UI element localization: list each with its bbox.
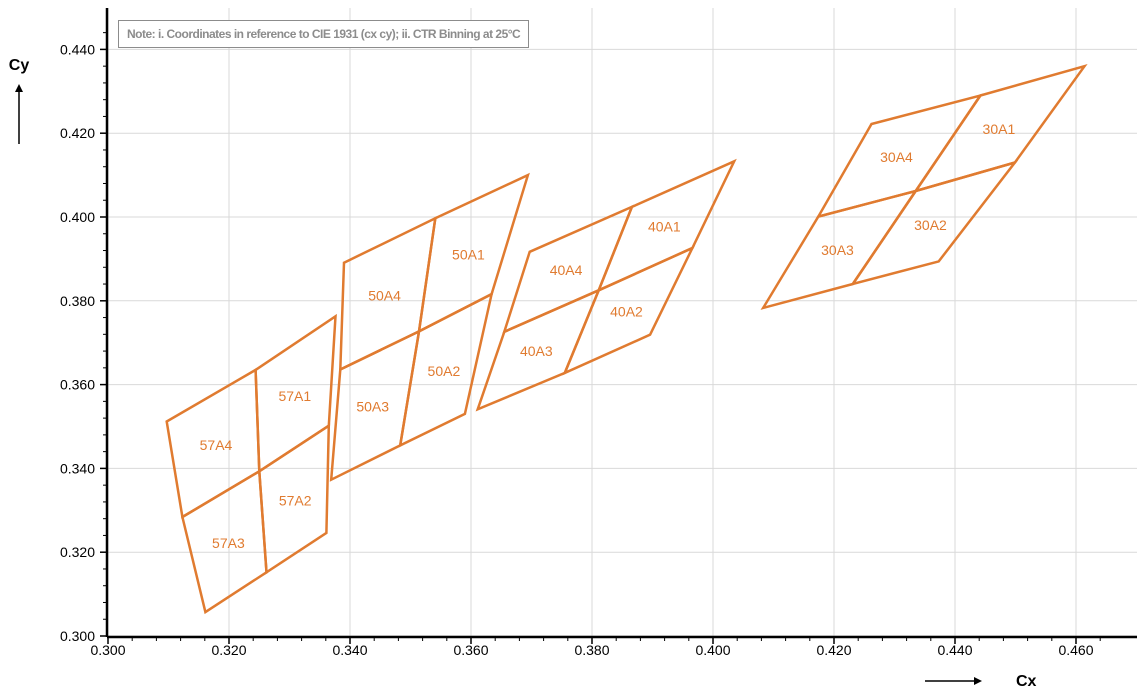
bin-label: 57A4: [200, 437, 233, 453]
x-tick-label: 0.300: [90, 642, 125, 658]
bin-label: 30A1: [983, 121, 1016, 137]
bin-label: 30A3: [821, 242, 854, 258]
y-tick-label: 0.340: [60, 460, 95, 476]
bin-label: 40A2: [610, 304, 643, 320]
x-tick-label: 0.400: [695, 642, 730, 658]
grid-lines: [107, 8, 1137, 637]
y-tick-label: 0.360: [60, 377, 95, 393]
bin-label: 50A4: [368, 288, 401, 304]
bin-label: 50A2: [428, 363, 461, 379]
bin-label: 50A1: [452, 247, 485, 263]
x-axis-label: Cx: [1016, 673, 1037, 690]
y-tick-label: 0.440: [60, 41, 95, 57]
axes: [100, 8, 1137, 644]
bin-50a4: [338, 216, 437, 372]
y-tick-label: 0.380: [60, 293, 95, 309]
bin-40a4: [502, 204, 635, 335]
x-tick-label: 0.420: [816, 642, 851, 658]
bin-labels: 57A1 57A2 57A3 57A4 50A1 50A2 50A3 50A4 40A1 40A2…: [200, 121, 1016, 551]
bin-label: 57A2: [279, 493, 312, 509]
x-tick-label: 0.320: [211, 642, 246, 658]
bin-regions: [165, 64, 1088, 615]
x-tick-label: 0.440: [937, 642, 972, 658]
x-tick-label: 0.360: [453, 642, 488, 658]
bin-label: 40A4: [550, 262, 583, 278]
bin-label: 30A4: [880, 149, 913, 165]
x-arrow-icon: [925, 677, 982, 685]
y-tick-label: 0.300: [60, 628, 95, 644]
bin-label: 57A3: [212, 535, 245, 551]
bin-label: 40A1: [648, 219, 681, 235]
bin-30a4: [815, 93, 984, 219]
x-tick-label: 0.340: [332, 642, 367, 658]
x-tick-labels: 0.300 0.320 0.340 0.360 0.380 0.400 0.420 0.440…: [90, 642, 1093, 658]
y-tick-label: 0.420: [60, 125, 95, 141]
note-box: Note: i. Coordinates in reference to CIE…: [118, 20, 530, 48]
bin-label: 50A3: [356, 399, 389, 415]
y-tick-label: 0.320: [60, 544, 95, 560]
bin-label: 57A1: [278, 388, 311, 404]
bin-57a4: [165, 367, 261, 520]
x-tick-label: 0.380: [574, 642, 609, 658]
y-tick-label: 0.400: [60, 209, 95, 225]
y-arrow-icon: [15, 84, 23, 144]
y-tick-labels: 0.300 0.320 0.340 0.360 0.380 0.400 0.420 0.440: [60, 41, 95, 644]
bin-label: 40A3: [520, 343, 553, 359]
y-axis-label: Cy: [9, 57, 30, 74]
x-tick-label: 0.460: [1058, 642, 1093, 658]
bin-label: 30A2: [914, 217, 947, 233]
